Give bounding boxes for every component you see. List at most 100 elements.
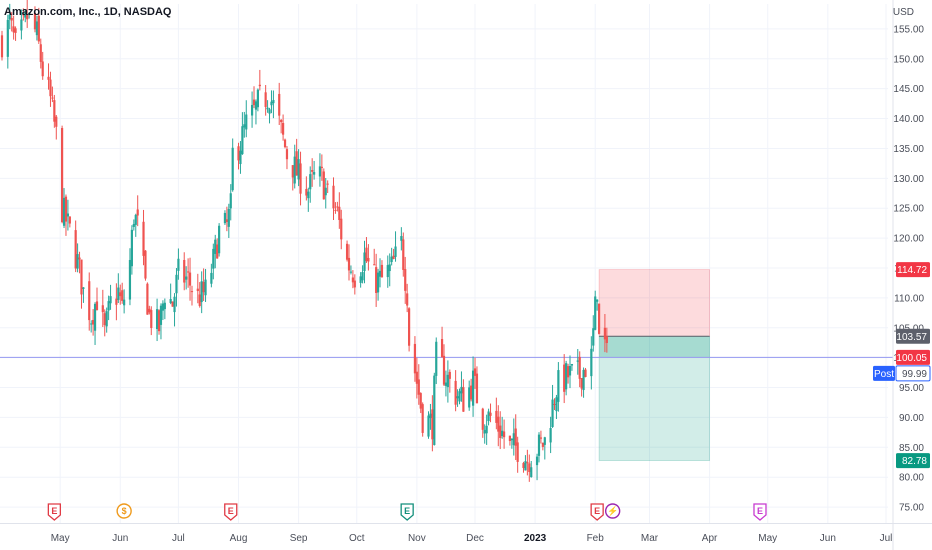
candle-body [475, 373, 479, 404]
candle-body [332, 185, 335, 209]
event-icon: $ [122, 506, 127, 516]
candle-body [596, 299, 599, 302]
event-icon: E [404, 506, 410, 516]
candle-body [237, 146, 240, 161]
candle-body [297, 159, 300, 180]
candle-body [334, 209, 337, 211]
candle-body [8, 14, 11, 20]
candle-body [200, 281, 203, 303]
candle-body [109, 296, 112, 304]
candle-body [305, 188, 308, 196]
x-tick-label: Apr [702, 533, 718, 544]
candle-body [311, 170, 314, 172]
candle-body [592, 328, 595, 346]
candle-body [250, 104, 254, 116]
candle-body [481, 408, 484, 430]
candle-body [169, 299, 172, 303]
candle-body [427, 415, 430, 437]
candle-body [313, 172, 316, 175]
event-icon: E [594, 506, 600, 516]
candle-body [563, 364, 566, 392]
x-tick-label: May [758, 533, 777, 544]
y-tick-label: 85.00 [899, 443, 924, 454]
candle-body [442, 355, 446, 385]
candle-body [537, 434, 541, 456]
candle-body [254, 101, 258, 110]
price-tag: 114.72 [897, 265, 927, 276]
x-tick-label: Oct [349, 533, 365, 544]
candle-body [161, 303, 165, 311]
candle-body [388, 264, 391, 272]
candle-body [171, 301, 174, 307]
candle-body [345, 243, 349, 260]
candle-body [487, 411, 490, 422]
candle-body [376, 272, 380, 293]
candle-body [514, 428, 517, 446]
candle-body [159, 305, 163, 325]
candle-body [285, 149, 289, 160]
y-tick-label: 75.00 [899, 503, 924, 514]
candle-body [142, 221, 145, 256]
position-zones [598, 269, 710, 461]
x-tick-label: May [51, 533, 70, 544]
candle-body [473, 368, 477, 376]
candle-body [258, 84, 261, 87]
event-icon: E [51, 506, 57, 516]
candle-body [60, 128, 64, 223]
candle-body [117, 287, 120, 300]
x-tick-label: Jun [820, 533, 836, 544]
candle-body [88, 281, 91, 321]
candle-body [508, 435, 512, 441]
candle-body [103, 313, 106, 326]
event-marker: E [224, 503, 238, 521]
candle-body [202, 281, 205, 293]
candle-body [336, 206, 339, 208]
candle-body [347, 257, 351, 271]
candle-body [0, 35, 4, 58]
candle-body [541, 442, 544, 447]
candle-body [512, 433, 515, 446]
y-tick-label: 105.00 [893, 323, 924, 334]
candle-body [6, 19, 9, 57]
candle-body [266, 107, 269, 110]
event-marker: E [590, 503, 604, 521]
candle-body [386, 265, 389, 278]
candle-body [351, 277, 354, 283]
candle-body [565, 363, 568, 390]
candle-body [468, 387, 471, 408]
candle-body [415, 371, 418, 384]
candle-body [196, 288, 199, 292]
candle-body [555, 397, 558, 412]
candle-body [576, 360, 579, 362]
candle-body [62, 197, 66, 226]
candle-body [603, 327, 607, 340]
candle-body [272, 100, 275, 104]
candle-body [264, 92, 267, 107]
candle-body [444, 382, 448, 386]
candle-body [597, 303, 601, 334]
candle-body [320, 166, 323, 168]
candle-body [584, 369, 587, 377]
event-marker: $ [116, 503, 132, 519]
candle-body [163, 302, 166, 310]
chart-title: Amazon.com, Inc., 1D, NASDAQ [4, 6, 172, 18]
event-icon: E [228, 506, 234, 516]
candle-body [419, 393, 422, 409]
candle-body [175, 274, 178, 294]
candle-body [590, 348, 593, 377]
candle-body [446, 374, 449, 388]
candle-body [353, 280, 356, 288]
candle-body [433, 375, 436, 445]
candle-body [431, 409, 434, 440]
candle-body [47, 76, 50, 80]
x-tick-label: Dec [466, 533, 484, 544]
candle-body [458, 391, 461, 402]
candle-body [522, 463, 525, 468]
candle-body [82, 287, 85, 289]
candle-body [101, 305, 104, 313]
candle-body [408, 308, 411, 346]
candle-body [115, 298, 118, 305]
event-marker: E [753, 503, 767, 521]
